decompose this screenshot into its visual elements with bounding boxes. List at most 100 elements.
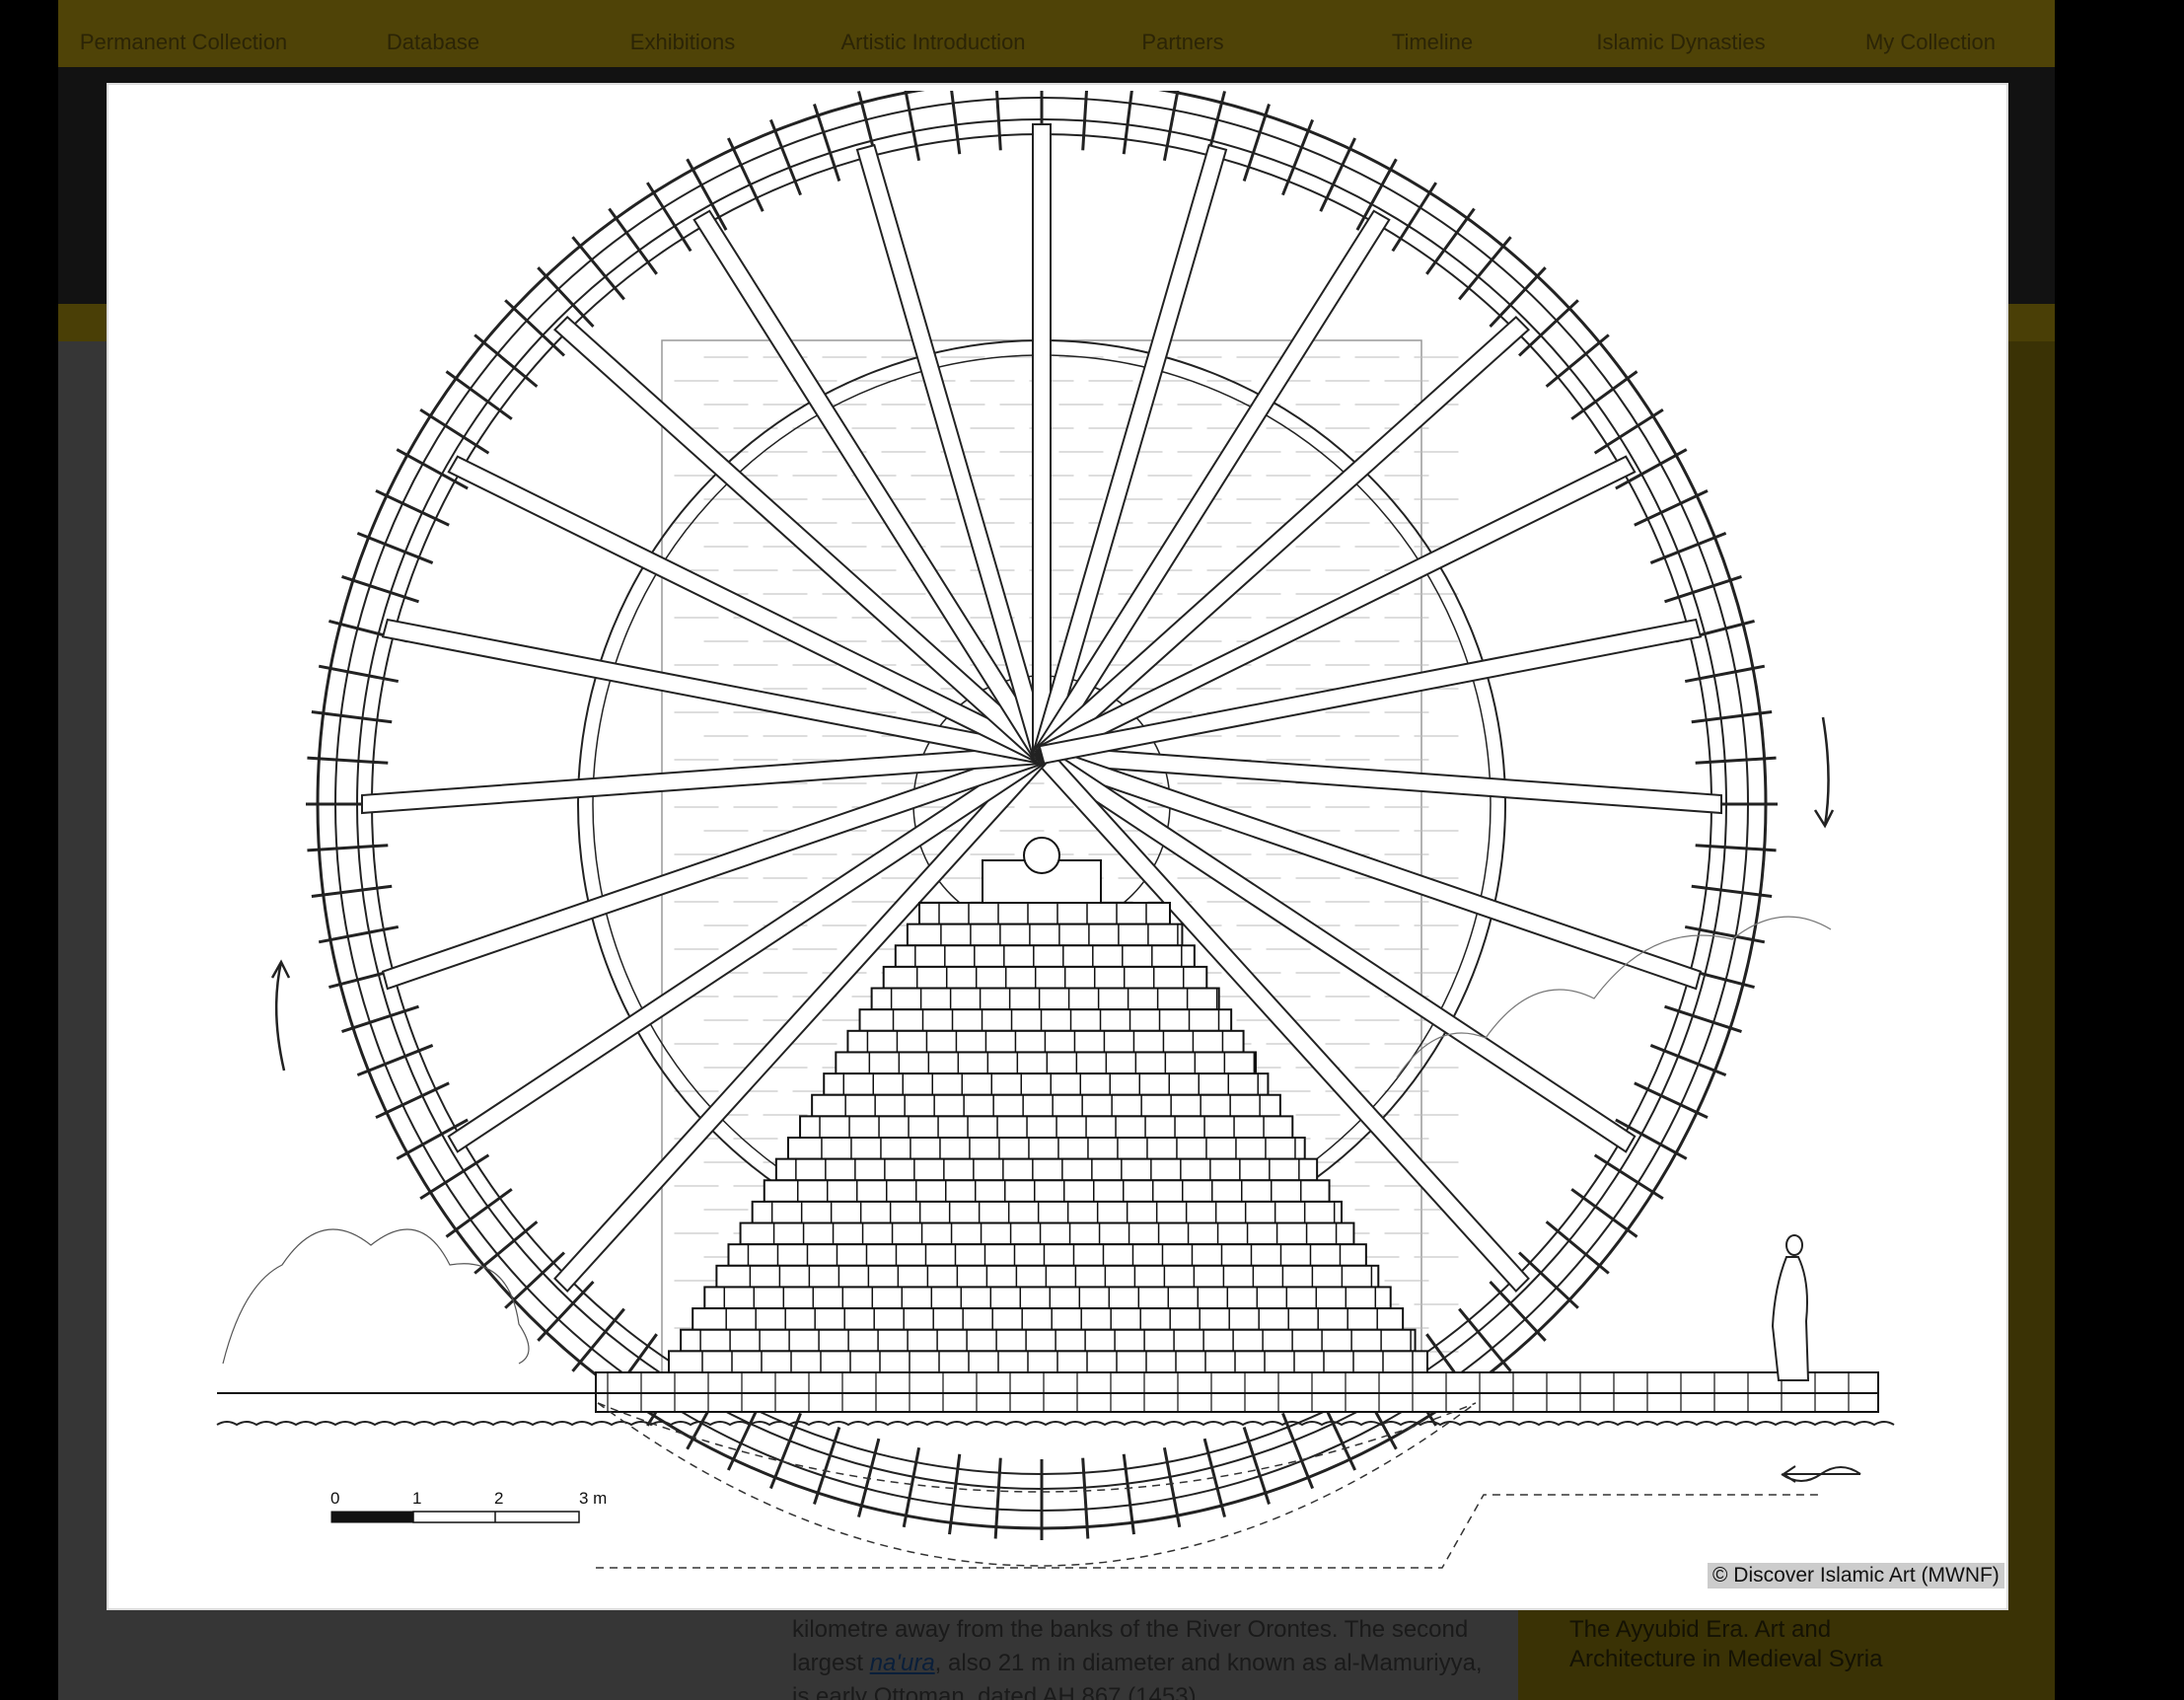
channel <box>597 1402 1477 1567</box>
paddle <box>375 1081 450 1119</box>
paddle <box>1425 207 1476 275</box>
nav-item[interactable]: Permanent Collection <box>79 30 288 54</box>
paddle <box>504 1251 565 1309</box>
article-link[interactable]: na'ura <box>869 1650 935 1676</box>
scale-label: 1 <box>412 1489 421 1508</box>
paddle <box>1162 91 1180 162</box>
paddle <box>1489 1281 1547 1342</box>
paddle <box>537 1281 595 1342</box>
paddle <box>1545 1220 1610 1275</box>
paddle <box>768 1412 802 1490</box>
paddle <box>1684 924 1766 944</box>
paddle <box>1162 1446 1182 1528</box>
person <box>1771 1256 1810 1381</box>
paddle <box>307 756 389 765</box>
paddle <box>1518 1251 1579 1309</box>
stone-course <box>668 1350 1428 1374</box>
paddle <box>1489 266 1547 328</box>
paddle <box>1081 91 1088 151</box>
paddle <box>727 137 764 212</box>
stone-course <box>680 1328 1417 1353</box>
paddle <box>1664 1004 1742 1033</box>
paddle <box>341 1004 419 1033</box>
paddle <box>1615 1118 1688 1160</box>
paddle <box>1391 182 1437 253</box>
spoke <box>1032 123 1052 756</box>
paddle <box>419 408 490 455</box>
vegetation <box>1396 916 1832 1078</box>
paddle <box>1634 489 1709 527</box>
stone-course <box>703 1286 1392 1310</box>
article-line: kilometre away from the banks of the Riv… <box>792 1616 1468 1644</box>
article-text: , also 21 m in diameter and known as al-… <box>934 1650 1483 1676</box>
paddle <box>356 531 434 564</box>
paddle <box>1691 710 1773 724</box>
stone-course <box>823 1072 1270 1096</box>
stone-course <box>858 1008 1233 1032</box>
paddle <box>686 158 728 231</box>
paddle <box>904 91 921 162</box>
paddle <box>1281 118 1315 196</box>
article-text: kilometre away from the banks of the Riv… <box>792 1616 1469 1643</box>
paddle <box>375 489 450 527</box>
paddle <box>1695 756 1777 765</box>
paddle <box>419 1153 490 1200</box>
nav-item[interactable]: My Collection <box>1864 30 1997 54</box>
paddle <box>571 1307 625 1372</box>
spoke <box>1038 618 1703 765</box>
paddle <box>948 1453 962 1535</box>
nav-item[interactable]: Artistic Introduction <box>840 30 1026 54</box>
water <box>216 1421 1895 1427</box>
nav-item[interactable]: Partners <box>1141 30 1224 54</box>
copyright-caption: © Discover Islamic Art (MWNF) <box>1708 1563 2004 1589</box>
paddle <box>1081 1457 1090 1539</box>
paddle <box>1458 236 1512 301</box>
paddle <box>1355 158 1398 231</box>
article-text: is early Ottoman, dated AH 867 (1453). <box>792 1683 1203 1700</box>
stone-course <box>774 1157 1319 1182</box>
nav-item[interactable]: Exhibitions <box>629 30 736 54</box>
axle <box>1023 837 1060 874</box>
paddle <box>1458 1307 1512 1372</box>
stone-course <box>715 1264 1380 1289</box>
sidebar-link[interactable]: Architecture in Medieval Syria <box>1569 1646 1883 1672</box>
scale-bar <box>412 1511 580 1523</box>
stone-course <box>799 1115 1294 1140</box>
paddle <box>396 448 469 490</box>
paddle <box>1649 1044 1727 1077</box>
paddle <box>318 664 400 684</box>
lightbox: 0 1 2 3 m <box>109 85 2006 1608</box>
nav-item[interactable]: Islamic Dynasties <box>1596 30 1766 54</box>
nav-item[interactable]: Timeline <box>1391 30 1474 54</box>
paddle <box>1615 448 1688 490</box>
paddle <box>646 182 692 253</box>
nav-item[interactable]: Database <box>386 30 480 54</box>
paddle <box>318 924 400 944</box>
scale-label: 0 <box>330 1489 339 1508</box>
paddle <box>1242 104 1271 182</box>
paddle <box>1281 1412 1315 1490</box>
scale-bar <box>330 1511 414 1523</box>
stone-course <box>870 987 1220 1011</box>
stone-course <box>763 1179 1331 1203</box>
paddle <box>1518 299 1579 357</box>
noria-drawing: 0 1 2 3 m <box>216 91 1895 1569</box>
paddle <box>537 266 595 328</box>
paddle <box>813 1427 841 1505</box>
paddle <box>995 91 1002 151</box>
sidebar-link[interactable]: The Ayyubid Era. Art and <box>1569 1616 1832 1643</box>
stone-course <box>786 1137 1306 1160</box>
paddle <box>950 91 962 155</box>
paddle <box>608 207 658 275</box>
stone-course <box>894 944 1196 968</box>
paddle <box>993 1457 1002 1539</box>
paddle <box>504 299 565 357</box>
paddle <box>473 333 539 388</box>
paddle <box>1242 1427 1271 1505</box>
flow-arrow <box>1781 1465 1861 1483</box>
paddle <box>1122 1453 1135 1535</box>
paddle <box>341 575 419 604</box>
paddle <box>902 1446 921 1528</box>
paddle <box>356 1044 434 1077</box>
